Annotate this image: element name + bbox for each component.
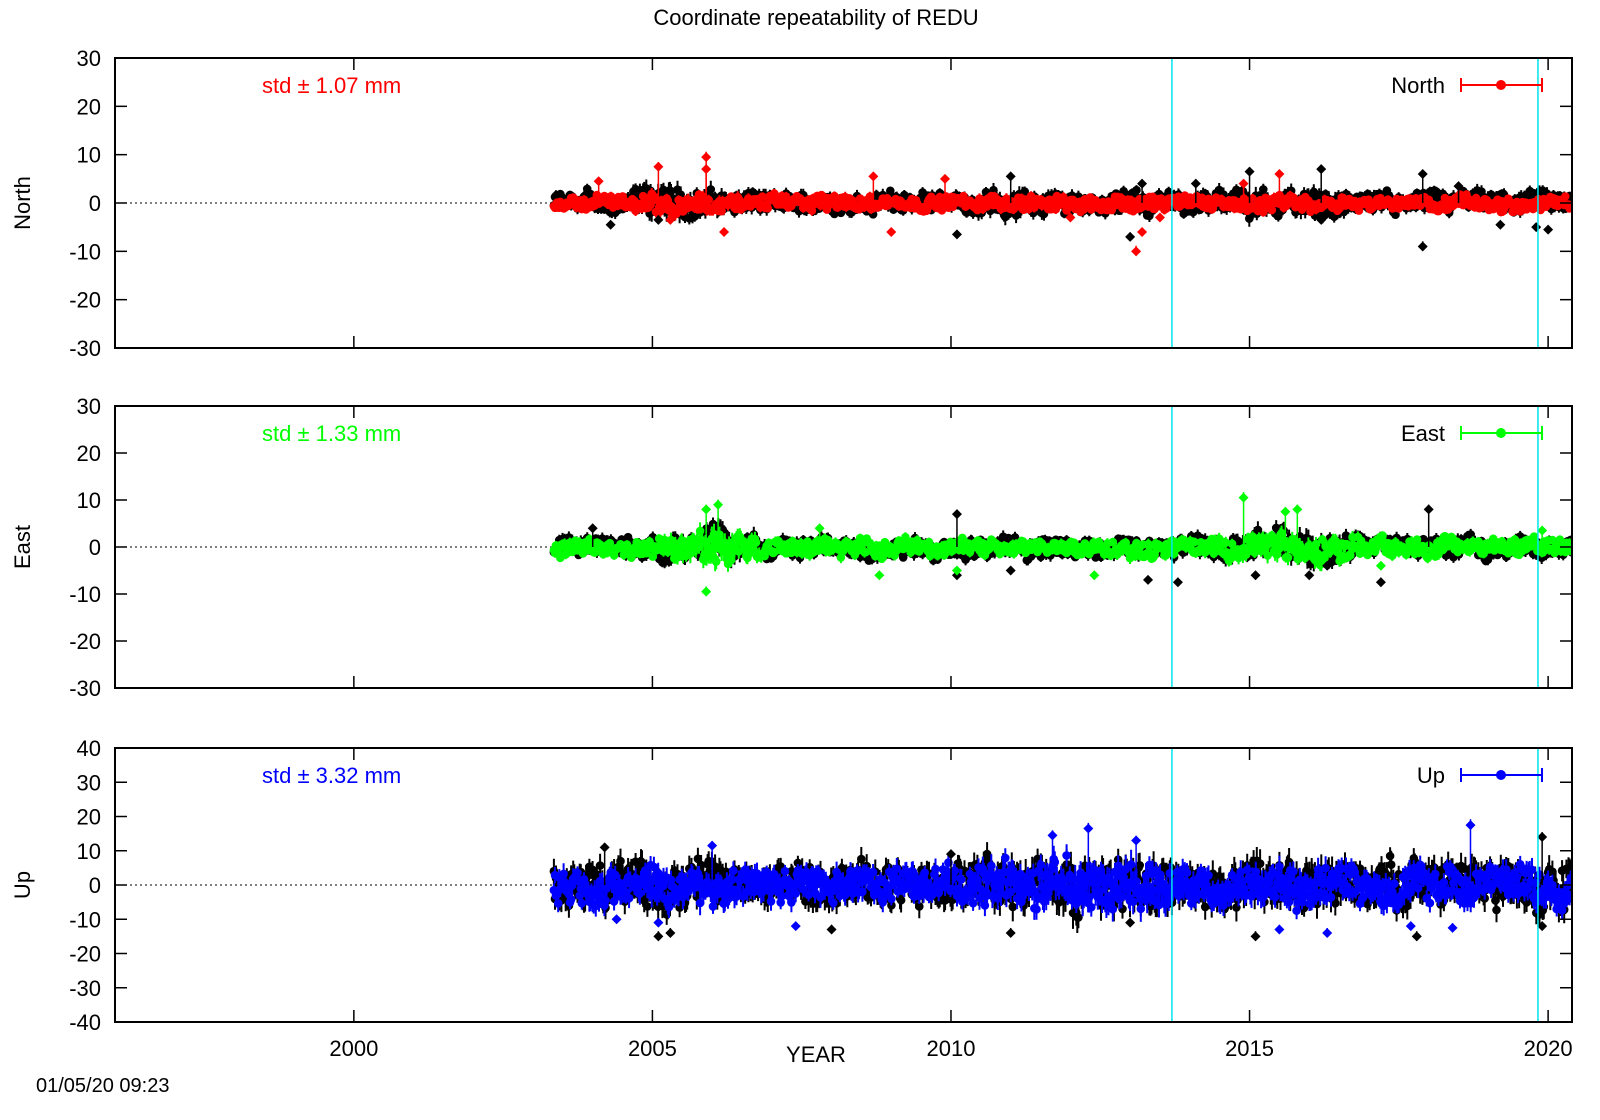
legend-symbol (1460, 426, 1543, 440)
outlier-point (1238, 492, 1249, 503)
outlier-point (1280, 506, 1291, 517)
y-tick-label: 10 (77, 143, 101, 168)
y-tick-label: -20 (69, 629, 101, 654)
outlier-point (868, 171, 879, 182)
outlier-point (701, 504, 712, 515)
std-label: std ± 1.33 mm (262, 421, 401, 446)
y-tick-label: 0 (89, 191, 101, 216)
y-tick-label: 30 (77, 46, 101, 71)
outlier-point (951, 229, 962, 240)
y-tick-label: 0 (89, 535, 101, 560)
outlier-point (1089, 570, 1100, 581)
outlier-point (1531, 222, 1542, 233)
outlier-point (1322, 560, 1333, 571)
y-tick-label: -10 (69, 582, 101, 607)
panel-east: 30 20 10 0 -10 -20 -30 East std ± 1.33 mm East (10, 394, 1573, 701)
error-bars (552, 188, 1572, 221)
y-tick-label: 20 (77, 441, 101, 466)
outlier-point (1143, 574, 1154, 585)
outlier-point (1537, 525, 1548, 536)
outlier-point (1005, 171, 1016, 182)
y-tick-label: -30 (69, 676, 101, 701)
outlier-point (653, 161, 664, 172)
outlier-point (1316, 164, 1327, 175)
outlier-point (1250, 570, 1261, 581)
outlier-point (1005, 565, 1016, 576)
outlier-point (701, 152, 712, 163)
outlier-point (1065, 212, 1076, 223)
outlier-point (1244, 166, 1255, 177)
outlier-point (1417, 169, 1428, 179)
outlier-point (1172, 577, 1183, 588)
raw-outliers (605, 164, 1554, 252)
outlier-point (940, 173, 951, 184)
outlier-point (886, 227, 897, 237)
outlier-point (1304, 570, 1315, 581)
y-tick-label: -10 (69, 239, 101, 264)
outlier-point (1417, 241, 1428, 252)
outlier-point (1125, 231, 1136, 242)
series-outliers (701, 492, 1548, 597)
outlier-point (1154, 212, 1165, 223)
outlier-point (1375, 560, 1386, 571)
data-points-north (549, 151, 1572, 257)
outlier-point (951, 565, 962, 576)
chart-title: Coordinate repeatability of REDU (653, 5, 978, 30)
y-tick-label: 20 (77, 94, 101, 119)
outlier-point (951, 509, 962, 520)
legend-label: East (1401, 421, 1445, 446)
outlier-point (1137, 227, 1148, 237)
series-points (549, 522, 1572, 572)
outlier-point (814, 523, 825, 534)
outlier-point (1316, 214, 1327, 225)
y-axis-label: East (10, 525, 35, 569)
outlier-point (587, 523, 598, 534)
outlier-point (1495, 219, 1506, 230)
data-points-up (549, 819, 1572, 942)
outlier-point (719, 227, 730, 237)
series-outliers (593, 151, 1285, 257)
outlier-point (701, 586, 712, 597)
y-axis-label: North (10, 176, 35, 230)
legend-symbol (1460, 78, 1543, 92)
series-points (549, 188, 1572, 221)
error-bars (552, 522, 1572, 572)
outlier-point (701, 164, 712, 175)
outlier-point (1543, 224, 1554, 235)
outlier-point (593, 176, 604, 187)
outlier-point (1274, 169, 1285, 179)
outlier-point (1190, 178, 1201, 189)
std-label: std ± 1.07 mm (262, 73, 401, 98)
outlier-point (1292, 504, 1303, 515)
data-points-east (549, 492, 1572, 597)
legend-label: North (1391, 73, 1445, 98)
outlier-point (713, 499, 724, 510)
outlier-point (1131, 246, 1142, 257)
y-tick-label: 10 (77, 488, 101, 513)
outlier-point (605, 219, 616, 230)
panel-north: 30 20 10 0 -10 -20 -30 North std ± 1.07 mm North (10, 46, 1573, 361)
y-tick-label: -20 (69, 288, 101, 313)
outlier-point (1238, 178, 1249, 189)
outlier-point (1423, 504, 1434, 515)
outlier-point (1375, 577, 1386, 588)
y-tick-label: -30 (69, 336, 101, 361)
outlier-point (1137, 178, 1148, 189)
outlier-point (653, 214, 664, 225)
outlier-point (665, 214, 676, 225)
outlier-point (874, 570, 885, 581)
y-tick-label: 30 (77, 394, 101, 419)
outlier-point (1453, 181, 1464, 192)
